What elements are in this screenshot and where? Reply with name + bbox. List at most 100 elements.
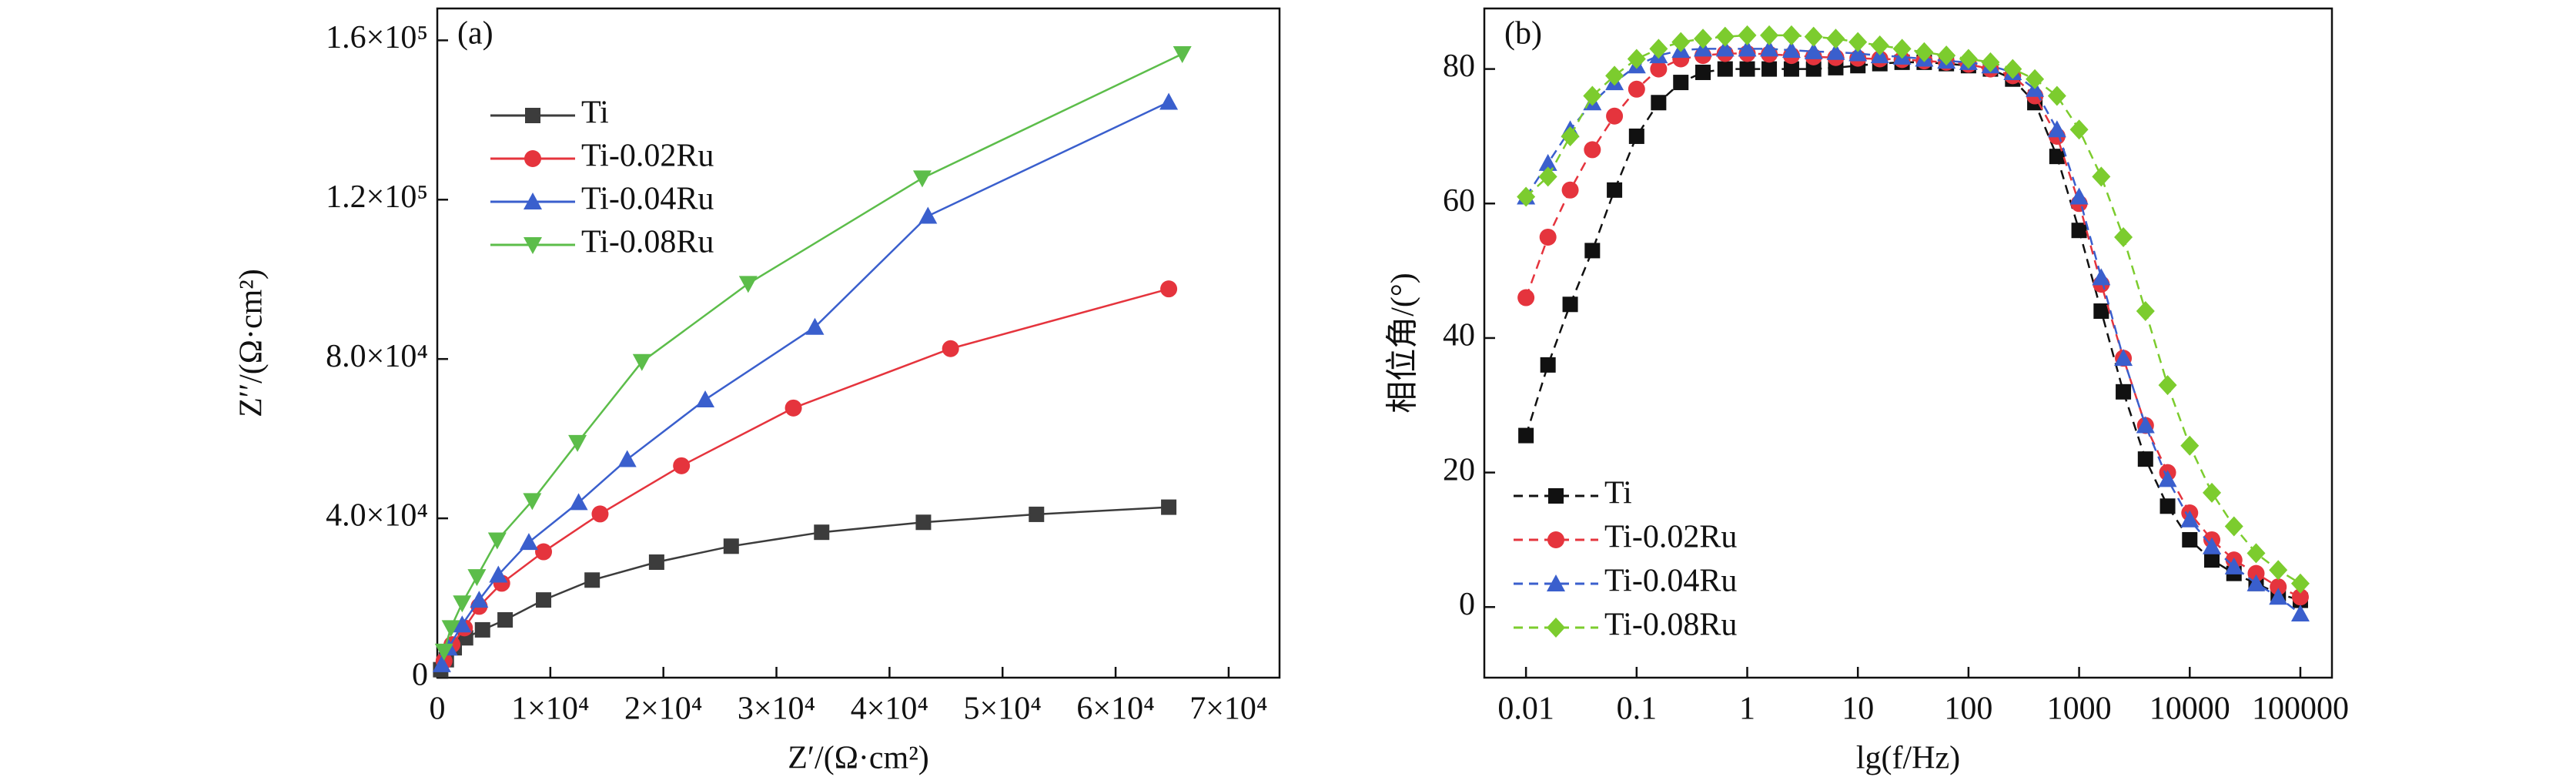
marker [2246,543,2266,564]
marker [2269,560,2288,581]
marker [497,611,514,628]
y-tick-label: 20 [1443,452,1475,487]
y-tick-label: 80 [1443,49,1475,84]
marker [519,533,538,551]
marker [1892,39,1912,59]
marker [1848,44,1868,62]
marker [1173,45,1192,63]
marker [1628,128,1644,144]
series-line [440,101,1169,665]
marker [915,514,932,531]
marker [673,457,691,474]
marker [535,543,553,561]
marker [1651,95,1667,111]
marker [1761,61,1778,77]
x-tick-label: 1 [1739,692,1755,727]
marker [1584,141,1601,159]
marker [648,554,664,570]
marker [2092,268,2111,286]
y-tick-label: 1.6×10⁵ [326,20,428,55]
marker [1915,42,1934,62]
panel-label: (a) [457,16,493,52]
y-axis-label: Z′′/(Ω·cm²) [234,269,269,417]
marker [2203,537,2222,554]
x-tick-label: 0.01 [1497,692,1554,727]
marker [912,170,932,188]
marker [487,532,507,550]
marker [1760,25,1779,45]
x-tick-label: 1×10⁴ [511,692,589,727]
marker [2114,349,2133,367]
marker [1161,499,1177,515]
x-axis-label: Z′/(Ω·cm²) [788,741,929,776]
x-tick-label: 1000 [2047,692,2112,727]
marker [474,621,490,638]
y-tick-label: 40 [1443,318,1475,353]
marker [1804,26,1823,47]
marker [489,565,508,583]
x-tick-label: 3×10⁴ [738,692,815,727]
marker [2071,223,2087,239]
marker [524,237,542,254]
marker [2069,187,2089,205]
legend-label: Ti-0.02Ru [581,139,714,174]
marker [453,615,472,633]
marker [432,655,451,672]
marker [942,340,959,357]
legend-label: Ti-0.02Ru [1604,520,1737,555]
marker [1694,28,1713,49]
marker [2093,303,2109,320]
marker [1548,488,1564,504]
x-tick-label: 100 [1944,692,1992,727]
marker [434,643,453,661]
marker [568,434,587,452]
marker [2270,578,2287,596]
marker [523,493,542,511]
marker [1561,181,1579,199]
marker [1870,35,1889,56]
panel-label: (b) [1504,16,1542,52]
x-tick-label: 0.1 [1617,692,1658,727]
marker [1539,228,1557,246]
x-tick-label: 7×10⁴ [1189,692,1267,727]
marker [617,450,637,467]
marker [1547,618,1565,638]
marker [1627,49,1646,69]
y-tick-label: 0 [412,658,428,693]
y-tick-label: 0 [1459,587,1475,622]
marker [738,276,758,293]
marker [1738,39,1757,57]
marker [1628,80,1645,98]
marker [2269,588,2288,605]
marker [1561,126,1580,146]
marker [524,193,542,209]
marker [1937,45,1956,66]
marker [1547,574,1565,591]
marker [1518,427,1534,444]
marker [1738,25,1757,45]
marker [1673,75,1689,91]
marker [1826,28,1845,49]
marker [918,206,938,224]
series-line [443,52,1183,652]
legend-label: Ti [581,95,609,131]
marker [1547,531,1564,548]
marker [2203,482,2222,503]
marker [2159,498,2176,514]
marker [1805,61,1822,77]
marker [467,569,487,587]
marker [2182,531,2198,548]
marker [1606,107,1624,125]
marker [1781,41,1801,59]
marker [1826,42,1845,60]
marker [2047,120,2066,138]
marker [1981,52,2000,72]
y-tick-label: 60 [1443,183,1475,219]
plot-frame [1483,7,2333,679]
marker [2224,557,2243,574]
marker [1649,39,1668,59]
marker [2247,564,2265,582]
marker [584,572,601,588]
marker [1583,85,1602,106]
